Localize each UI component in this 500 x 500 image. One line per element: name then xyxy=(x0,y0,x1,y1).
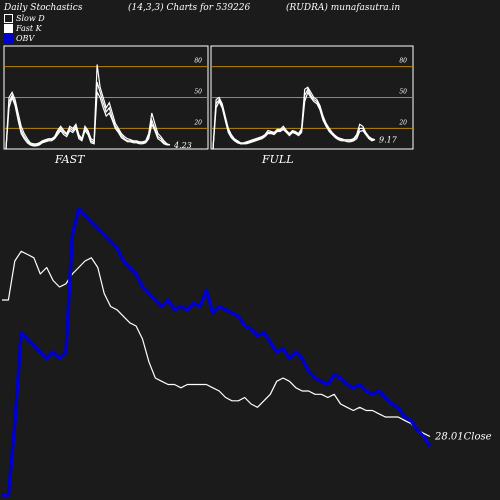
full-stoch-line-2 xyxy=(212,90,376,150)
full-tick-label-20: 20 xyxy=(398,119,407,126)
legend-obv-label: OBV xyxy=(16,34,35,43)
fast-tick-label-20: 20 xyxy=(193,119,202,126)
chart-header-source: (RUDRA) munafasutra.in xyxy=(286,3,401,13)
legend-obv-swatch xyxy=(4,34,13,43)
chart-header-title: Daily Stochastics xyxy=(4,3,83,13)
fast-panel-title: FAST xyxy=(55,153,85,166)
legend-fast-k-label: Fast K xyxy=(16,24,42,33)
fast-stoch-line-0 xyxy=(5,64,171,150)
legend-slow-d: Slow D xyxy=(4,14,45,23)
full-tick-label-50: 50 xyxy=(399,89,407,96)
legend-fast-k-swatch xyxy=(4,24,13,33)
legend-slow-d-swatch xyxy=(4,14,13,23)
legend-obv: OBV xyxy=(4,34,34,43)
full-stoch-line-0 xyxy=(212,86,376,150)
fast-stoch-line-2 xyxy=(5,90,170,150)
close-price-line xyxy=(2,250,431,438)
fast-last-value-label: 4.23 xyxy=(173,141,192,150)
obv-line xyxy=(2,207,432,497)
full-panel-title: FULL xyxy=(262,153,294,166)
chart-header-params: (14,3,3) Charts for 539226 xyxy=(128,3,251,13)
fast-tick-label-50: 50 xyxy=(194,89,202,96)
fast-stoch-line-1 xyxy=(5,81,170,150)
full-tick-label-80: 80 xyxy=(399,58,407,65)
fast-tick-label-80: 80 xyxy=(194,58,202,65)
close-last-value-label: 28.01Close xyxy=(434,432,492,443)
legend-fast-k: Fast K xyxy=(4,24,42,33)
legend-slow-d-label: Slow D xyxy=(16,14,45,23)
full-last-value-label: 9.17 xyxy=(379,136,398,145)
